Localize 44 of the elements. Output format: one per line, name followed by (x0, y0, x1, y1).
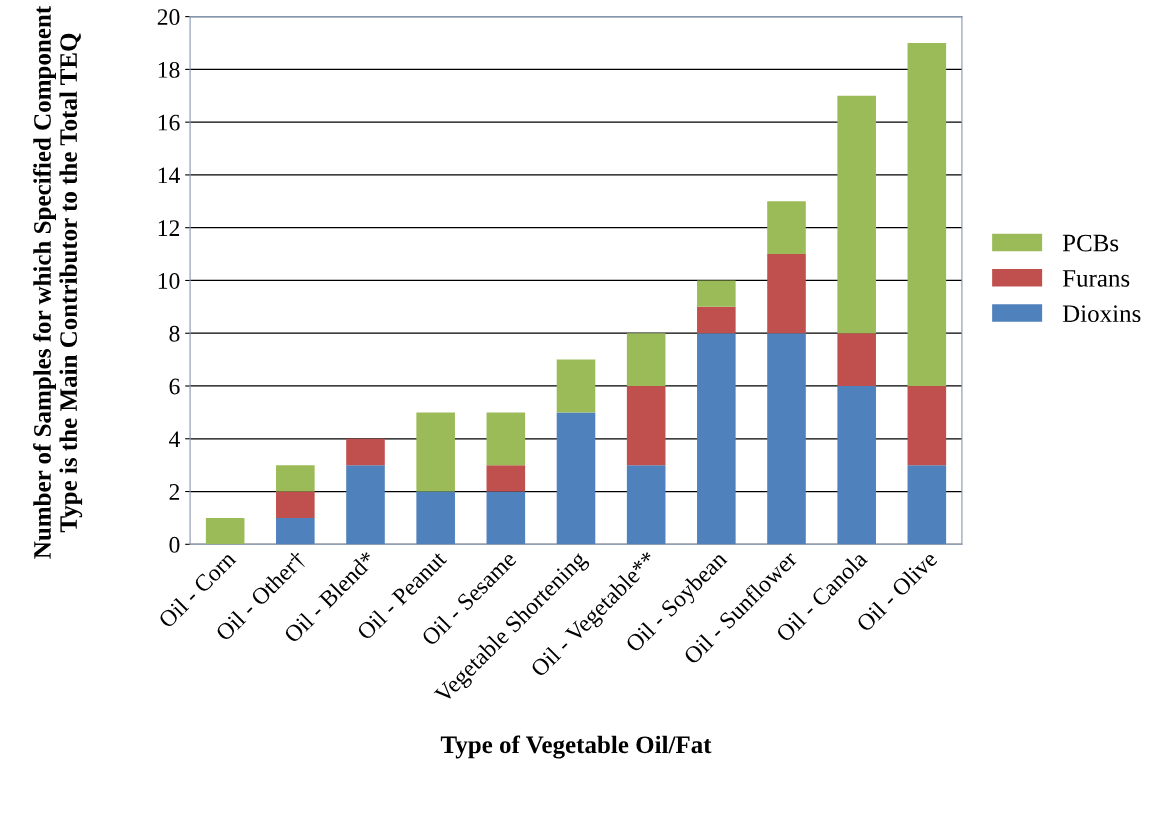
y-axis-title: Number of Samples for which Specified Component Type is the Main Contributor to the Total TEQ (33, 6, 83, 559)
bar (486, 465, 526, 492)
bar (767, 254, 806, 334)
bar (346, 438, 385, 466)
bar (697, 333, 736, 545)
y-tick-label: 18 (158, 61, 180, 78)
bar (626, 333, 666, 386)
y-tick-label: 10 (158, 272, 180, 289)
y-tick-label: 4 (169, 431, 180, 447)
bar (276, 517, 315, 545)
y-tick-label: 8 (169, 325, 180, 342)
bar (416, 491, 455, 545)
y-tick-label: 20 (157, 9, 180, 26)
x-axis-title: Type of Vegetable Oil/Fat (440, 735, 712, 759)
bar (556, 412, 596, 545)
legend-label: PCBs (1062, 234, 1119, 252)
y-tick-label: 14 (158, 167, 180, 184)
bar (837, 386, 876, 545)
bar (276, 491, 315, 518)
bar (907, 465, 947, 545)
bar (697, 280, 736, 307)
y-tick-label: 0 (169, 536, 180, 553)
y-tick-label: 16 (158, 114, 180, 131)
bar (486, 412, 526, 466)
bar (346, 465, 385, 545)
legend-label: Dioxins (1062, 305, 1141, 323)
bar (907, 386, 947, 466)
legend-label: Furans (1062, 270, 1130, 287)
bar (837, 333, 876, 386)
bar (276, 465, 315, 492)
bar (767, 333, 806, 545)
y-tick-label: 6 (169, 378, 180, 395)
bar (205, 517, 245, 545)
bar (837, 95, 876, 334)
bar (767, 201, 806, 255)
y-tick-label: 12 (158, 220, 180, 236)
bar (626, 386, 666, 466)
bar (486, 491, 526, 545)
bar (556, 359, 596, 413)
bar (626, 465, 666, 545)
bar (907, 43, 947, 386)
bar (697, 306, 736, 334)
y-tick-label: 2 (169, 484, 180, 500)
bar (416, 412, 455, 492)
